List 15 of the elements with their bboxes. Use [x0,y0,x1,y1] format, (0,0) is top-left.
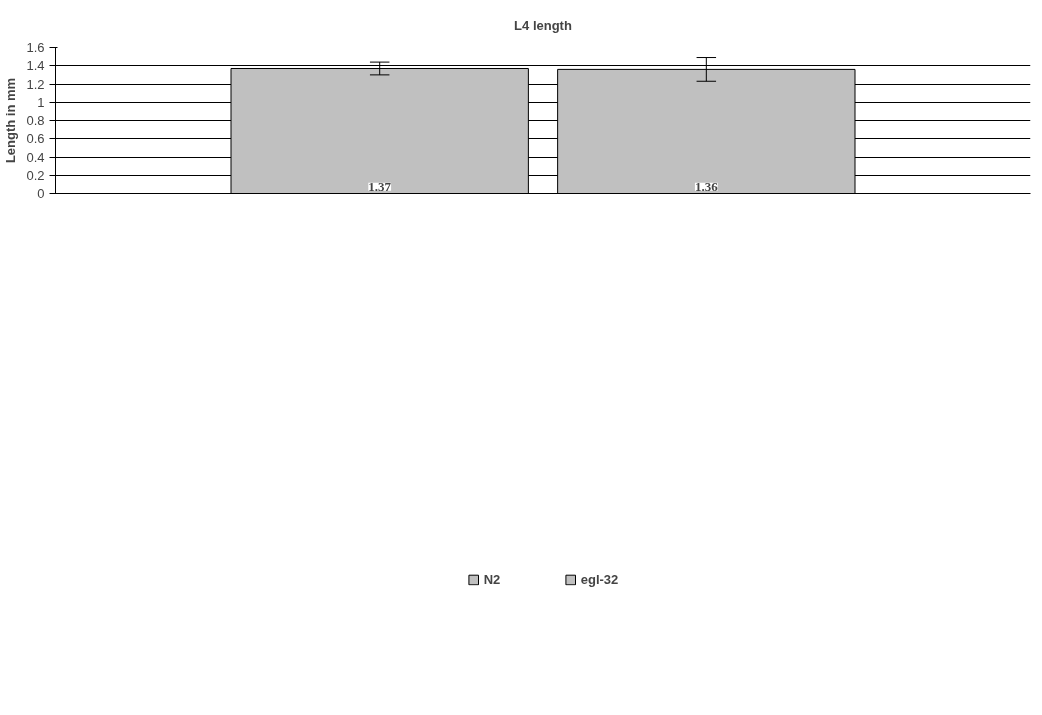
data-label: 1.36 [694,178,719,194]
legend-label: N2 [483,571,502,587]
y-tick-label: 0.6 [26,131,45,147]
y-tick-label: 0.8 [26,113,45,128]
y-tick-label: 0.4 [26,149,45,165]
y-tick-label: 1.6 [26,40,45,55]
y-tick-label: 1 [37,94,45,110]
y-axis-title: Length in mm [3,77,19,164]
legend-label: egl-32 [580,571,619,587]
chart-title: L4 length [514,17,572,33]
y-tick-label: 1.4 [26,58,45,74]
y-tick-label: 0.2 [26,167,45,183]
data-label: 1.37 [368,178,392,194]
y-tick-label: 1.2 [26,76,45,92]
y-tick-label: 0 [37,186,45,201]
